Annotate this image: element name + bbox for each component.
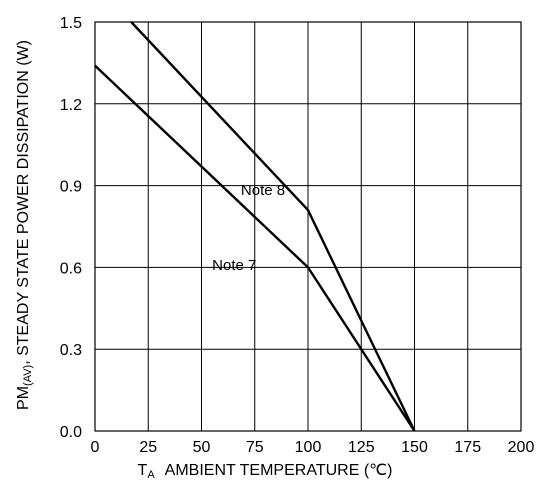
series-annotations: Note 8 Note 7 [212, 182, 285, 274]
y-tick-labels: 0.0 0.3 0.6 0.9 1.2 1.5 [60, 15, 82, 441]
y-axis-title-rest: , STEADY STATE POWER DISSIPATION (W) [15, 40, 32, 365]
y-axis-title: PM(AV), STEADY STATE POWER DISSIPATION (… [15, 40, 34, 410]
series-lines [94, 21, 416, 432]
x-tick-label: 50 [193, 439, 211, 456]
y-tick-label: 0.9 [60, 179, 82, 196]
x-tick-label: 150 [401, 439, 428, 456]
y-axis-title-sub: (AV) [22, 365, 34, 386]
x-tick-label: 175 [454, 439, 481, 456]
x-tick-label: 0 [91, 439, 100, 456]
y-tick-label: 0.6 [60, 260, 82, 277]
y-tick-label: 0.0 [60, 424, 82, 441]
x-tick-label: 25 [139, 439, 157, 456]
note-label-7: Note 7 [212, 257, 256, 274]
y-tick-label: 1.2 [60, 97, 82, 114]
y-tick-label: 0.3 [60, 342, 82, 359]
x-tick-label: 75 [246, 439, 264, 456]
plot-border [94, 21, 522, 432]
x-tick-label: 125 [348, 439, 375, 456]
grid [94, 21, 522, 432]
x-axis-title-sub: A [147, 469, 155, 481]
x-axis-title-rest: AMBIENT TEMPERATURE (℃) [165, 462, 393, 479]
series-line-1 [94, 64, 416, 432]
note-label-8: Note 8 [241, 182, 285, 199]
x-tick-label: 100 [295, 439, 322, 456]
x-axis-title-main: T [138, 462, 148, 479]
plot-frame [94, 21, 522, 432]
x-tick-label: 200 [508, 439, 535, 456]
y-tick-label: 1.5 [60, 15, 82, 32]
x-axis-title: TA AMBIENT TEMPERATURE (℃) [138, 462, 393, 481]
series-line-0 [130, 21, 416, 432]
y-axis-title-main: PM [15, 386, 32, 410]
x-tick-labels: 0 25 50 75 100 125 150 175 200 [91, 439, 535, 456]
